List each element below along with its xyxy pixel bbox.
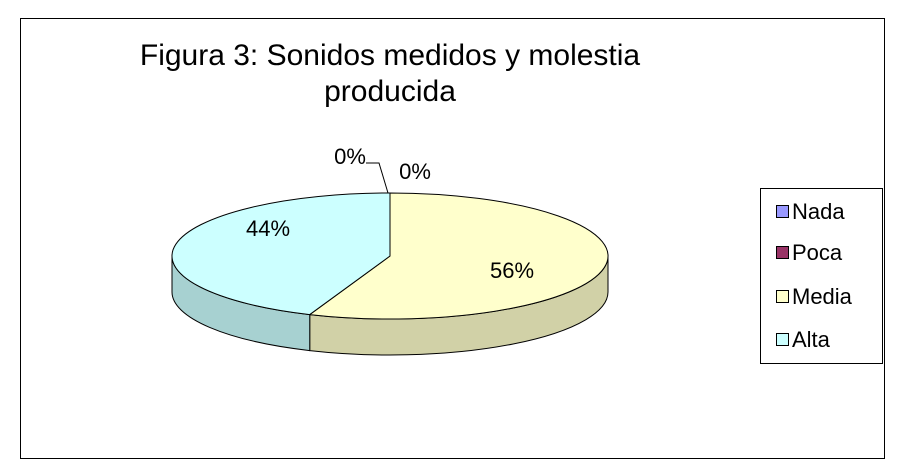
leader-line: [366, 162, 389, 194]
pie-slice: [171, 192, 391, 316]
pie-slice: [308, 192, 609, 320]
legend-swatch: [776, 333, 789, 346]
data-label: 56%: [490, 258, 534, 283]
legend-label: Poca: [792, 240, 843, 265]
legend-swatch: [776, 205, 789, 218]
data-label: 0%: [334, 144, 366, 169]
chart-title: Figura 3: Sonidos medidos y molestia pro…: [139, 39, 641, 108]
legend-label: Alta: [792, 327, 831, 352]
legend-swatch: [776, 246, 789, 259]
data-label: 0%: [399, 159, 431, 184]
legend-label: Nada: [792, 199, 845, 224]
data-label: 44%: [246, 216, 290, 241]
legend-label: Media: [792, 284, 853, 309]
legend-swatch: [776, 290, 789, 303]
